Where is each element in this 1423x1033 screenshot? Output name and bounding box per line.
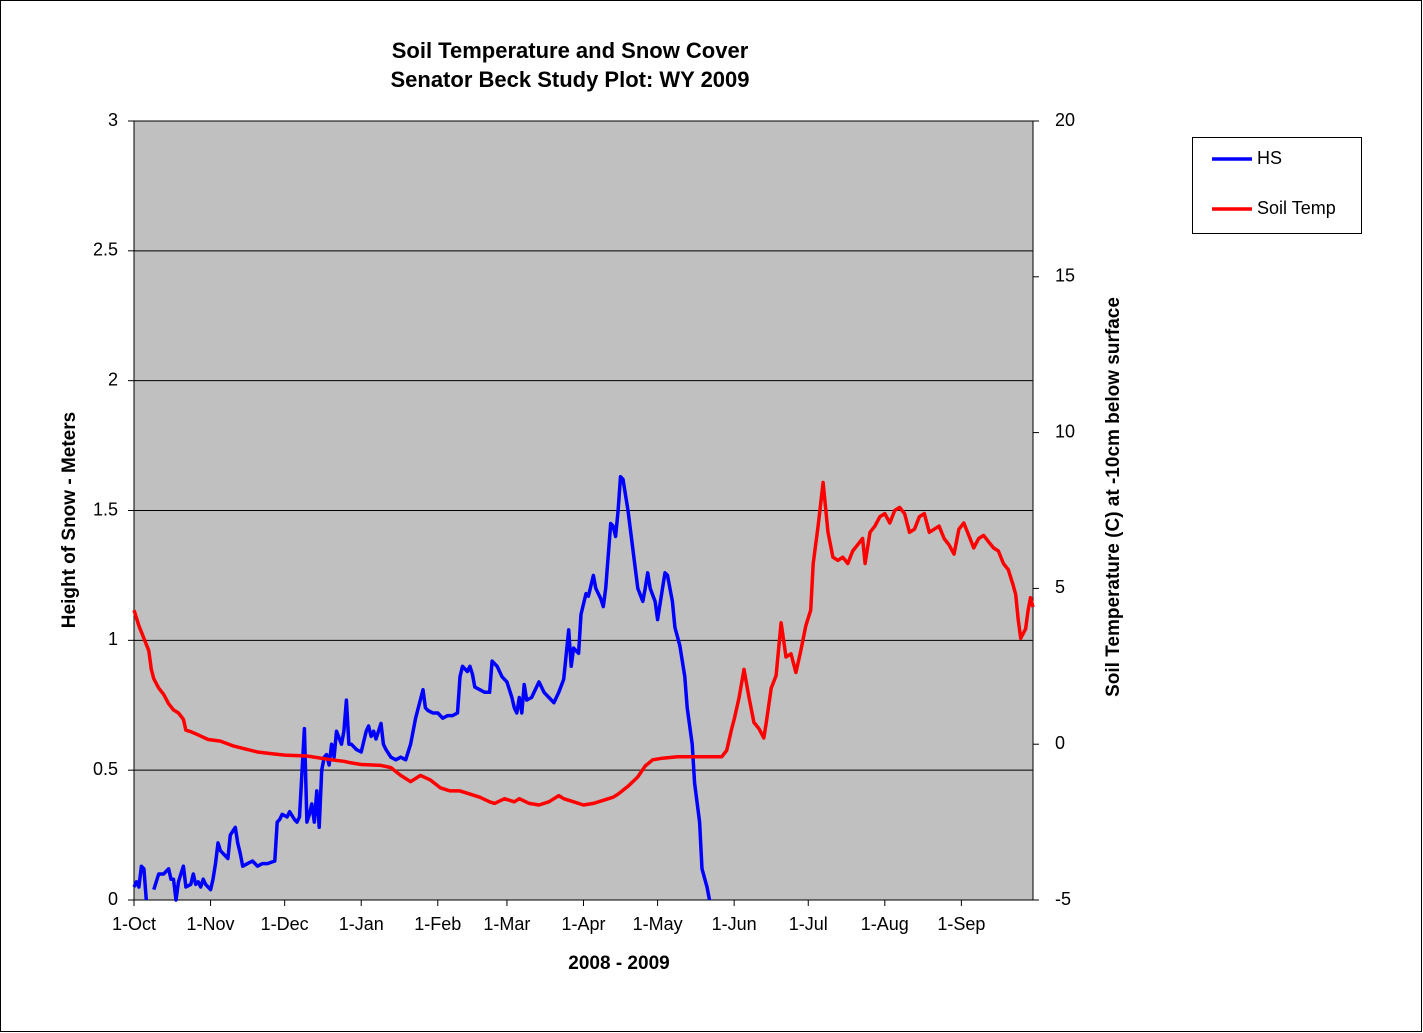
y-tick-label: 3 — [108, 110, 118, 130]
x-tick-label: 1-Jan — [339, 914, 384, 934]
x-tick-label: 1-Jul — [789, 914, 828, 934]
legend-label: HS — [1257, 148, 1282, 168]
x-tick-label: 1-Feb — [414, 914, 461, 934]
y-tick-label: 1.5 — [93, 499, 118, 519]
y2-tick-label: 15 — [1055, 266, 1075, 286]
y-tick-label: 2 — [108, 369, 118, 389]
x-tick-label: 1-Jun — [712, 914, 757, 934]
y-tick-label: 0.5 — [93, 759, 118, 779]
series-line — [132, 864, 149, 901]
x-tick-label: 1-Oct — [112, 914, 156, 934]
y-tick-label: 2.5 — [93, 240, 118, 260]
x-tick-label: 1-May — [633, 914, 683, 934]
x-axis-label: 2008 - 2009 — [568, 953, 669, 974]
x-tick-label: 1-Apr — [561, 914, 605, 934]
y2-tick-label: 0 — [1055, 733, 1065, 753]
y2-tick-label: -5 — [1055, 889, 1071, 909]
chart-subtitle: Senator Beck Study Plot: WY 2009 — [390, 67, 749, 92]
y-tick-label: 0 — [108, 889, 118, 909]
series-line — [132, 480, 1035, 807]
y-tick-label: 1 — [108, 629, 118, 649]
x-tick-label: 1-Dec — [261, 914, 309, 934]
y2-axis-label: Soil Temperature (C) at -10cm below surf… — [1103, 297, 1124, 697]
y2-tick-label: 5 — [1055, 577, 1065, 597]
legend-label: Soil Temp — [1257, 198, 1336, 218]
x-tick-label: 1-Nov — [187, 914, 235, 934]
chart-title: Soil Temperature and Snow Cover — [392, 38, 749, 63]
x-tick-label: 1-Mar — [483, 914, 530, 934]
y-axis-label: Height of Snow - Meters — [59, 412, 80, 628]
x-tick-label: 1-Sep — [937, 914, 985, 934]
legend — [1192, 137, 1362, 234]
y2-tick-label: 20 — [1055, 110, 1075, 130]
series-line — [152, 474, 712, 902]
x-tick-label: 1-Aug — [861, 914, 909, 934]
y2-tick-label: 10 — [1055, 421, 1075, 441]
